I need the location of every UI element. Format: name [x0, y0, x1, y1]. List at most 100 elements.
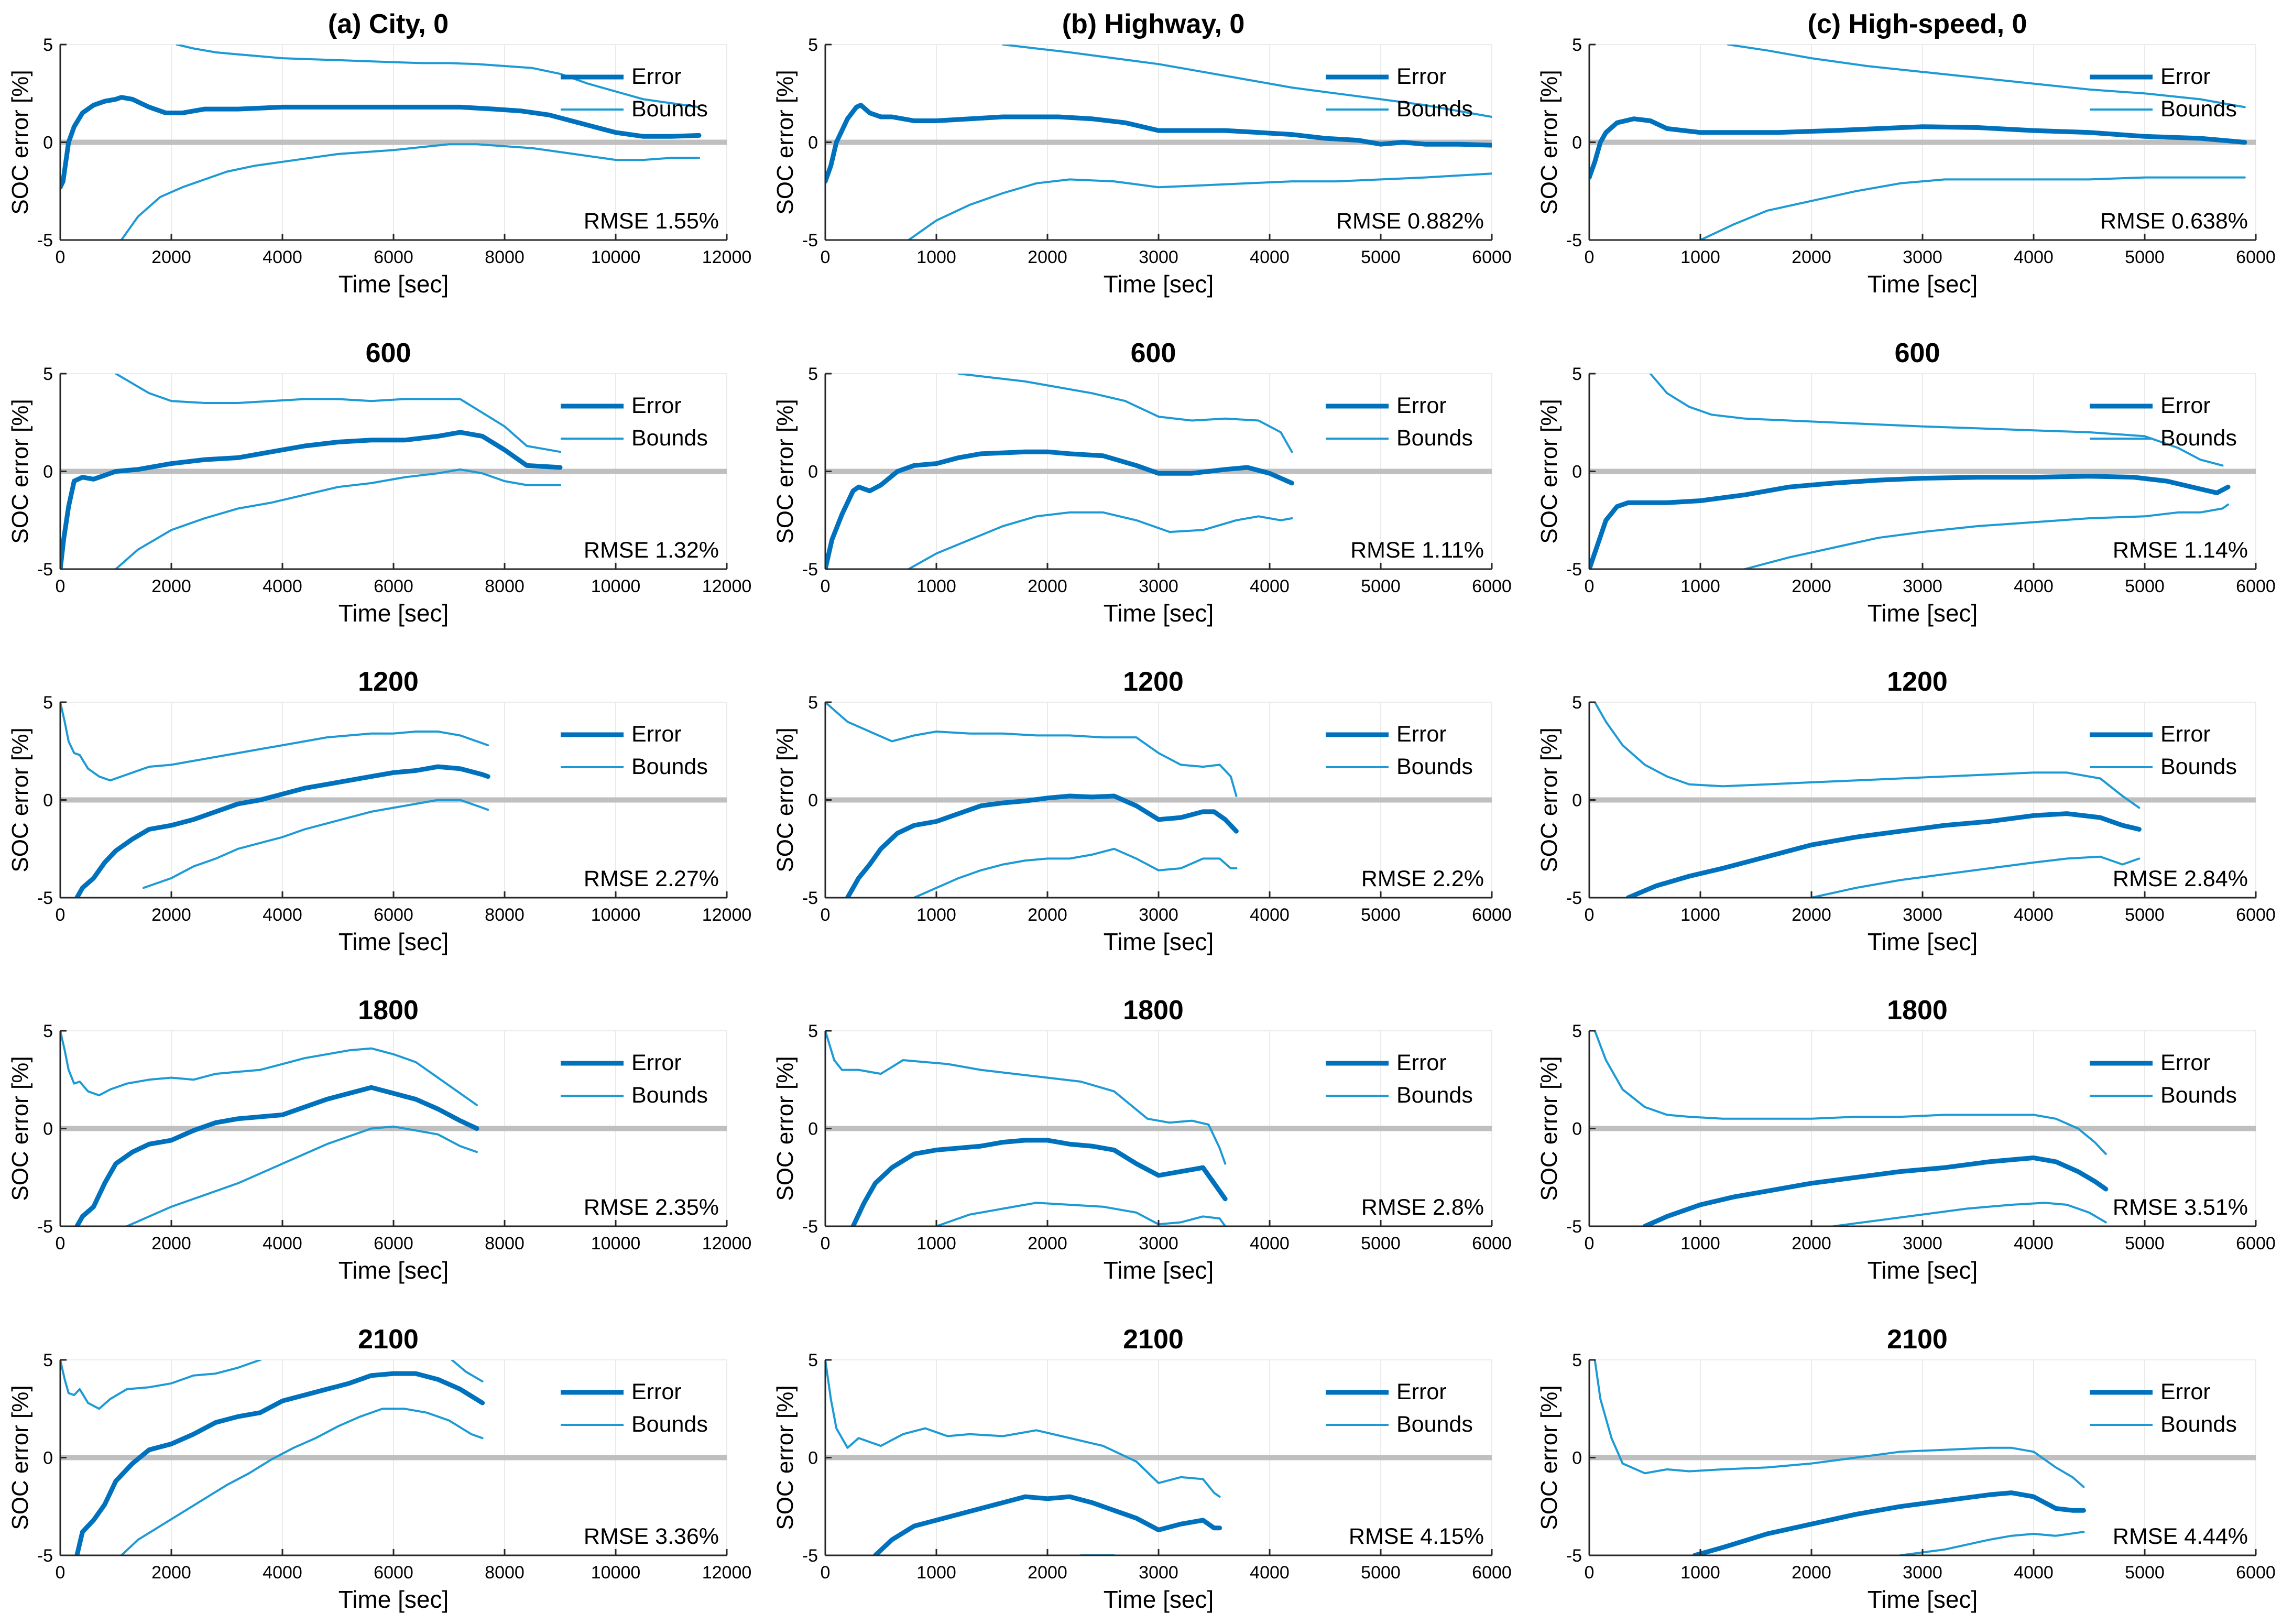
legend-bounds-label: Bounds — [2160, 1412, 2237, 1437]
rmse-annotation: RMSE 2.2% — [1361, 866, 1484, 891]
subplot-title: 1200 — [358, 667, 419, 697]
error-series-line — [825, 449, 1294, 569]
error-series-line — [1642, 1155, 2109, 1226]
x-tick-label: 5000 — [1361, 1563, 1401, 1583]
x-tick-label: 1000 — [1680, 1234, 1720, 1254]
x-axis-label: Time [sec] — [1104, 1257, 1214, 1284]
x-tick-label: 12000 — [702, 247, 752, 267]
x-axis-label: Time [sec] — [339, 1257, 449, 1284]
legend-bounds-label: Bounds — [2160, 1083, 2237, 1108]
y-axis-label: SOC error [%] — [772, 727, 798, 872]
legend-bounds-label: Bounds — [1396, 426, 1473, 451]
x-tick-label: 6000 — [1472, 247, 1512, 267]
y-tick-label: -5 — [37, 1217, 53, 1237]
legend-error-label: Error — [1396, 393, 1447, 418]
x-axis-label: Time [sec] — [1104, 928, 1214, 955]
rmse-annotation: RMSE 0.638% — [2100, 209, 2248, 234]
x-tick-label: 1000 — [1680, 905, 1720, 925]
legend-error-label: Error — [1396, 1050, 1447, 1075]
y-tick-label: 5 — [808, 364, 818, 384]
error-series-line — [845, 793, 1239, 898]
series-group — [60, 702, 490, 898]
error-series-line — [825, 103, 1492, 184]
x-tick-label: 2000 — [1792, 576, 1831, 596]
x-tick-label: 6000 — [374, 1563, 413, 1583]
y-tick-label: 0 — [1572, 1448, 1582, 1468]
x-tick-label: 2000 — [1028, 247, 1067, 267]
legend-error-label: Error — [631, 1379, 682, 1404]
legend-error-label: Error — [631, 722, 682, 747]
y-tick-label: -5 — [802, 1217, 818, 1237]
x-axis-label: Time [sec] — [1868, 600, 1978, 627]
x-tick-label: 3000 — [1139, 1234, 1178, 1254]
legend-error-label: Error — [2160, 722, 2211, 747]
y-tick-label: 5 — [43, 1350, 53, 1370]
x-axis-label: Time [sec] — [339, 600, 449, 627]
x-tick-label: 3000 — [1903, 905, 1942, 925]
x-tick-label: 5000 — [2125, 905, 2165, 925]
x-tick-label: 12000 — [702, 1234, 752, 1254]
x-tick-label: 8000 — [485, 576, 525, 596]
lower-bound-line — [120, 143, 700, 240]
error-series-line — [1625, 811, 2142, 898]
x-tick-label: 10000 — [591, 247, 641, 267]
x-tick-label: 5000 — [1361, 247, 1401, 267]
x-tick-label: 4000 — [263, 905, 302, 925]
subplot-title: 2100 — [1887, 1324, 1948, 1355]
x-tick-label: 6000 — [1472, 576, 1512, 596]
y-tick-label: 0 — [1572, 791, 1582, 811]
x-tick-label: 3000 — [1903, 576, 1942, 596]
x-tick-label: 8000 — [485, 1234, 525, 1254]
y-tick-label: 5 — [808, 693, 818, 713]
subplot-title: 600 — [1131, 338, 1176, 368]
y-tick-label: 5 — [43, 693, 53, 713]
subplot-title: 2100 — [1123, 1324, 1184, 1355]
rmse-annotation: RMSE 4.44% — [2113, 1524, 2248, 1549]
x-axis-label: Time [sec] — [1868, 1586, 1978, 1613]
x-tick-label: 1000 — [1680, 576, 1720, 596]
x-tick-label: 3000 — [1903, 1234, 1942, 1254]
y-tick-label: 0 — [808, 462, 818, 482]
lower-bound-line — [451, 1360, 484, 1382]
x-axis-label: Time [sec] — [1868, 270, 1978, 298]
subplot-title: 600 — [1895, 338, 1940, 368]
x-tick-label: 2000 — [1792, 1563, 1831, 1583]
x-tick-label: 2000 — [1028, 1234, 1067, 1254]
upper-bound-line — [115, 374, 561, 453]
x-tick-label: 4000 — [2014, 905, 2054, 925]
rmse-annotation: RMSE 1.11% — [1350, 538, 1484, 563]
x-tick-label: 1000 — [916, 247, 956, 267]
legend-bounds-label: Bounds — [631, 754, 708, 779]
series-group — [60, 1360, 485, 1555]
x-tick-label: 5000 — [2125, 1563, 2165, 1583]
x-tick-label: 1000 — [916, 1234, 956, 1254]
y-axis-label: SOC error [%] — [772, 70, 798, 214]
legend-error-label: Error — [2160, 1050, 2211, 1075]
legend-error-label: Error — [1396, 1379, 1447, 1404]
y-tick-label: 5 — [43, 364, 53, 384]
x-tick-label: 10000 — [591, 905, 641, 925]
x-axis-label: Time [sec] — [339, 928, 449, 955]
x-tick-label: 4000 — [263, 247, 302, 267]
series-group — [60, 374, 563, 569]
y-axis-label: SOC error [%] — [7, 1056, 33, 1201]
legend-bounds-label: Bounds — [1396, 96, 1473, 122]
rmse-annotation: RMSE 2.27% — [584, 866, 719, 891]
series-group — [825, 1360, 1222, 1555]
x-tick-label: 3000 — [1139, 1563, 1178, 1583]
lower-bound-line — [126, 1125, 478, 1226]
x-tick-label: 6000 — [2236, 1563, 2276, 1583]
x-tick-label: 0 — [56, 576, 65, 596]
y-tick-label: -5 — [37, 231, 53, 250]
x-tick-label: 10000 — [591, 576, 641, 596]
legend-error-label: Error — [2160, 393, 2211, 418]
y-tick-label: 5 — [1572, 35, 1582, 55]
legend-bounds-label: Bounds — [1396, 1412, 1473, 1437]
series-group — [825, 1031, 1228, 1226]
lower-bound-line — [908, 172, 1492, 240]
subplot-title: 1200 — [1887, 667, 1948, 697]
